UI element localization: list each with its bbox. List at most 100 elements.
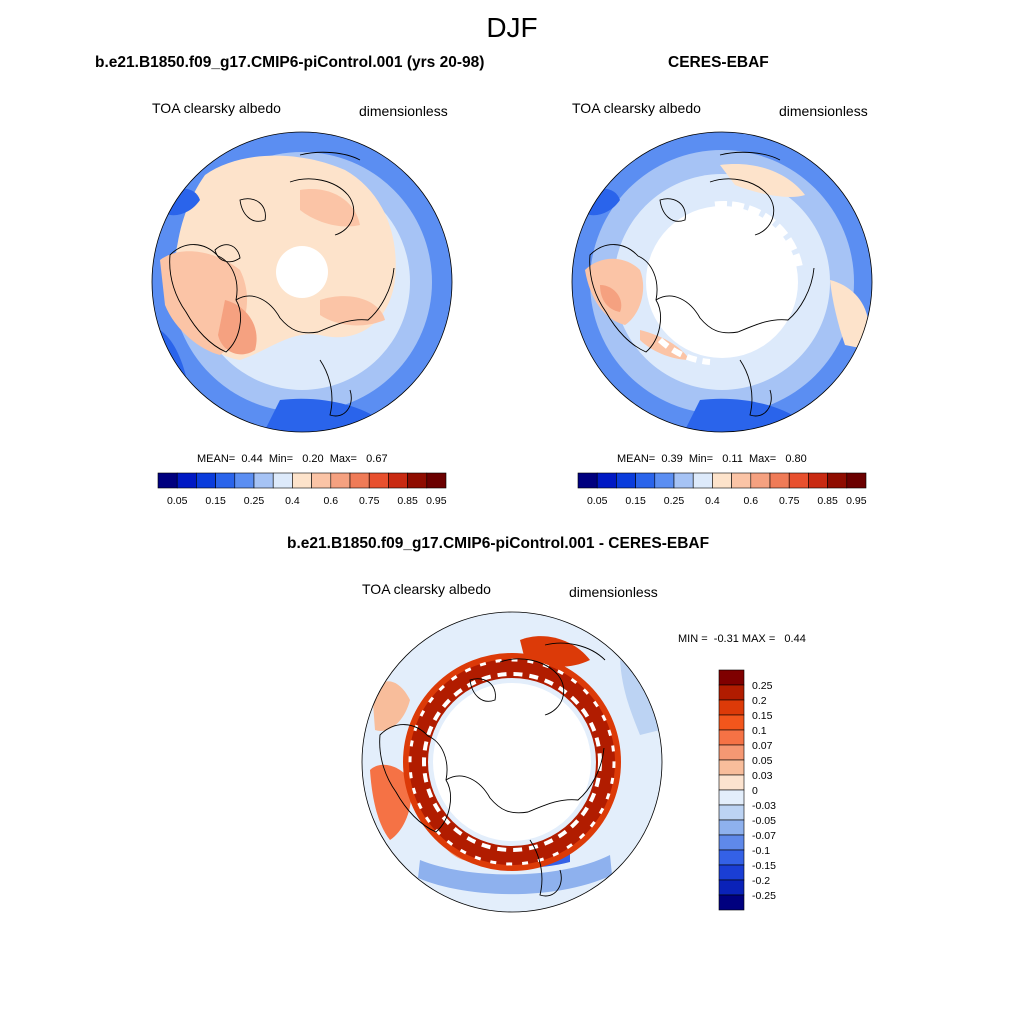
colorbar-difference-tick-label: 0 <box>752 785 758 797</box>
colorbar-model-tick-label: 0.95 <box>426 495 447 507</box>
panel-2-title: CERES-EBAF <box>668 54 769 71</box>
colorbar-model-swatch <box>272 472 293 489</box>
colorbar-difference-tick-label: -0.05 <box>752 815 776 827</box>
colorbar-difference-swatch <box>718 789 745 806</box>
colorbar-difference-swatch <box>718 744 745 761</box>
colorbar-obs: 0.05 0.15 0.25 0.4 0.6 0.75 0.85 0.95 <box>577 472 867 507</box>
colorbar-model-tick-label: 0.05 <box>167 495 188 507</box>
panel-1-variable: TOA clearsky albedo <box>152 100 281 116</box>
colorbar-model-swatch <box>368 472 389 489</box>
colorbar-obs-swatch <box>577 472 598 489</box>
colorbar-difference-swatch <box>718 834 745 851</box>
colorbar-obs-tick-label: 0.95 <box>846 495 867 507</box>
colorbar-difference: 0.25 0.2 0.15 0.1 0.07 0.05 0.03 0 -0.03 -0.05 -0.… <box>718 669 776 911</box>
colorbar-difference-swatch <box>718 894 745 911</box>
coastlines-obs <box>589 151 815 417</box>
colorbar-difference-tick-label: -0.25 <box>752 890 776 902</box>
map-model <box>152 132 452 432</box>
colorbar-difference-swatch <box>718 774 745 791</box>
colorbar-difference-tick-label: -0.07 <box>752 830 776 842</box>
colorbar-obs-tick-label: 0.4 <box>705 495 720 507</box>
colorbar-difference-swatch <box>718 729 745 746</box>
colorbar-obs-swatch <box>731 472 752 489</box>
coastlines-difference <box>379 642 606 897</box>
colorbar-obs-swatch <box>827 472 848 489</box>
colorbar-difference-swatch <box>718 879 745 896</box>
colorbar-obs-swatch <box>788 472 809 489</box>
colorbar-difference-swatch <box>718 819 745 836</box>
colorbar-difference-swatch <box>718 714 745 731</box>
panel-1-units: dimensionless <box>359 103 448 119</box>
colorbar-difference-tick-label: -0.15 <box>752 860 776 872</box>
colorbar-obs-tick-label: 0.15 <box>625 495 646 507</box>
colorbar-difference-tick-label: 0.1 <box>752 725 767 737</box>
colorbar-difference-tick-label: -0.2 <box>752 875 770 887</box>
colorbar-difference-swatch <box>718 759 745 776</box>
colorbar-obs-swatch <box>635 472 656 489</box>
panel-3-title: b.e21.B1850.f09_g17.CMIP6-piControl.001 … <box>287 535 710 552</box>
colorbar-model-tick-label: 0.85 <box>397 495 418 507</box>
colorbar-obs-tick-label: 0.25 <box>664 495 685 507</box>
colorbar-obs-swatch <box>654 472 675 489</box>
colorbar-model-tick-label: 0.6 <box>323 495 338 507</box>
panel-1-title: b.e21.B1850.f09_g17.CMIP6-piControl.001 … <box>95 54 485 71</box>
colorbar-model-swatch <box>215 472 236 489</box>
colorbar-model-swatch <box>176 472 197 489</box>
colorbar-model-swatch <box>157 472 178 489</box>
colorbar-model-swatch <box>388 472 408 489</box>
colorbar-difference-tick-label: -0.03 <box>752 800 776 812</box>
panel-2-units: dimensionless <box>779 103 868 119</box>
colorbar-difference-swatch <box>718 804 745 821</box>
colorbar-obs-swatch <box>712 472 732 489</box>
panel-1-stats: MEAN= 0.44 Min= 0.20 Max= 0.67 <box>197 453 388 465</box>
colorbar-difference-tick-label: 0.25 <box>752 680 773 692</box>
colorbar-obs-swatch <box>750 472 771 489</box>
colorbar-difference-tick-label: -0.1 <box>752 845 770 857</box>
colorbar-model-swatch <box>292 472 312 489</box>
colorbar-model-tick-label: 0.25 <box>244 495 265 507</box>
colorbar-model-swatch <box>407 472 428 489</box>
colorbar-obs-swatch <box>673 472 694 489</box>
colorbar-difference-tick-label: 0.05 <box>752 755 773 767</box>
colorbar-model-tick-label: 0.75 <box>359 495 380 507</box>
colorbar-model-swatch <box>426 472 447 489</box>
colorbar-model-swatch <box>234 472 255 489</box>
colorbar-model-tick-label: 0.15 <box>205 495 226 507</box>
colorbar-obs-swatch <box>692 472 713 489</box>
colorbar-difference-swatch <box>718 699 745 716</box>
panel-3-stats: MIN = -0.31 MAX = 0.44 <box>678 633 806 645</box>
colorbar-difference-tick-label: 0.15 <box>752 710 773 722</box>
colorbar-model-swatch <box>349 472 370 489</box>
map-difference <box>362 612 662 912</box>
colorbar-obs-swatch <box>846 472 867 489</box>
colorbar-model-tick-label: 0.4 <box>285 495 300 507</box>
figure-title: DJF <box>486 12 538 43</box>
colorbar-model-swatch <box>253 472 274 489</box>
colorbar-difference-swatch <box>718 849 745 866</box>
colorbar-obs-tick-label: 0.6 <box>743 495 758 507</box>
map-obs <box>572 132 872 432</box>
panel-3-units: dimensionless <box>569 584 658 600</box>
colorbar-obs-swatch <box>808 472 828 489</box>
colorbar-obs-swatch <box>769 472 790 489</box>
coastlines-model <box>169 151 395 417</box>
colorbar-model-swatch <box>311 472 332 489</box>
colorbar-obs-tick-label: 0.75 <box>779 495 800 507</box>
colorbar-model-swatch <box>196 472 216 489</box>
colorbar-obs-tick-label: 0.85 <box>817 495 838 507</box>
panel-2-variable: TOA clearsky albedo <box>572 100 701 116</box>
colorbar-difference-swatch <box>718 864 745 881</box>
colorbar-difference-tick-label: 0.2 <box>752 695 767 707</box>
colorbar-difference-swatch <box>718 684 745 701</box>
colorbar-obs-swatch <box>596 472 617 489</box>
colorbar-model: 0.05 0.15 0.25 0.4 0.6 0.75 0.85 0.95 <box>157 472 447 507</box>
colorbar-obs-tick-label: 0.05 <box>587 495 608 507</box>
panel-2-stats: MEAN= 0.39 Min= 0.11 Max= 0.80 <box>617 453 807 465</box>
colorbar-difference-tick-label: 0.03 <box>752 770 773 782</box>
colorbar-model-swatch <box>330 472 351 489</box>
colorbar-obs-swatch <box>616 472 636 489</box>
colorbar-difference-tick-label: 0.07 <box>752 740 773 752</box>
colorbar-difference-swatch <box>718 669 745 686</box>
panel-3-variable: TOA clearsky albedo <box>362 581 491 597</box>
